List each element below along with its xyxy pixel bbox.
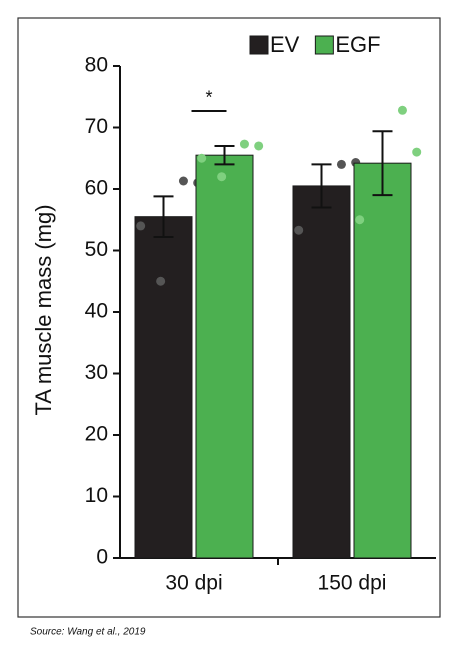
frame [17,17,441,618]
legend-swatch [314,35,334,55]
data-point [294,225,304,235]
data-point [336,159,346,169]
y-tick-label: 50 [85,238,108,261]
x-tick-label: 30 dpi [165,572,222,595]
data-point [239,139,249,149]
data-point [217,172,227,182]
data-point [156,276,166,286]
legend-swatch [249,35,269,55]
data-point [197,153,207,163]
bar [195,154,254,559]
significance-label: * [205,88,212,108]
y-tick-label: 30 [85,361,108,384]
y-tick-label: 10 [85,484,108,507]
bar [292,185,351,559]
y-tick-label: 80 [85,54,108,77]
y-tick-label: 20 [85,423,108,446]
y-tick-label: 0 [96,546,108,569]
bar [134,216,193,559]
y-tick-label: 60 [85,177,108,200]
y-tick-label: 40 [85,300,108,323]
data-point [412,147,422,157]
data-point [397,105,407,115]
legend-label: EV [270,32,300,57]
bar [353,162,412,559]
source: Source: Wang et al., 2019 [30,627,146,638]
data-point [254,141,264,151]
legend-label: EGF [335,32,380,57]
x-tick-label: 150 dpi [318,572,387,595]
data-point [178,176,188,186]
y-tick-label: 70 [85,115,108,138]
data-point [136,221,146,231]
y-axis-label: TA muscle mass (mg) [31,204,56,415]
data-point [355,215,365,225]
